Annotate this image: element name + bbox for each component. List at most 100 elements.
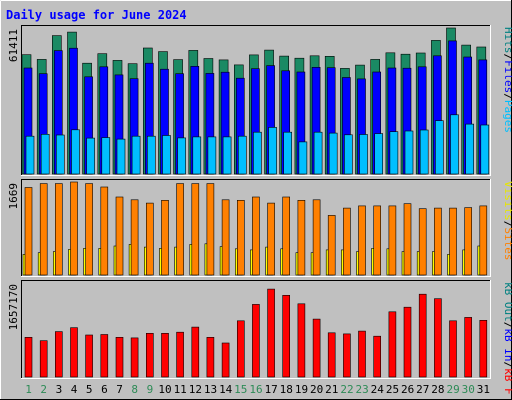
bar-kb-f	[282, 294, 291, 378]
bar-pages	[86, 137, 95, 175]
bar-pages	[268, 127, 277, 175]
x-tick-label: 23	[355, 383, 368, 396]
x-tick-label: 9	[147, 383, 154, 396]
legend-label: Visits	[502, 181, 512, 221]
x-tick-label: 27	[416, 383, 429, 396]
bar-sites	[206, 183, 215, 276]
x-tick-label: 6	[101, 383, 108, 396]
legend-label: /	[502, 322, 512, 329]
bar-pages	[283, 131, 293, 175]
bar-sites	[54, 183, 63, 276]
bar-sites	[373, 205, 382, 276]
bar-sites	[39, 183, 48, 276]
x-tick-label: 24	[371, 383, 385, 396]
x-tick-label: 20	[310, 383, 323, 396]
bar-pages	[101, 137, 111, 175]
bar-sites	[312, 199, 321, 276]
legend-label: kB F	[502, 368, 512, 395]
legend-hits-files-pages: Hits/Files/Pages	[502, 27, 512, 133]
bar-kb-f	[464, 317, 473, 378]
legend-label: Hits	[502, 27, 512, 54]
bar-pages	[116, 138, 126, 175]
bar-pages	[71, 129, 80, 175]
bar-pages	[253, 131, 262, 175]
x-tick-label: 11	[174, 383, 187, 396]
x-tick-label: 22	[340, 383, 353, 396]
bar-sites	[434, 207, 442, 276]
bar-sites	[115, 196, 124, 276]
legend-visits-sites: Visits/Sites	[502, 181, 512, 261]
x-tick-label: 31	[477, 383, 490, 396]
bar-kb-f	[327, 332, 336, 378]
bar-pages	[298, 141, 308, 175]
x-tick-label: 12	[189, 383, 202, 396]
bar-pages	[147, 135, 156, 175]
x-tick-label: 28	[431, 383, 444, 396]
bar-kb-f	[130, 337, 139, 378]
bar-kb-f	[237, 320, 245, 378]
bar-kb-f	[388, 311, 397, 378]
legend-kb-in-out: kB Out/kB In/kB F	[502, 282, 512, 395]
bar-kb-f	[221, 342, 230, 378]
bar-sites	[130, 199, 139, 276]
bar-pages	[162, 135, 171, 175]
x-tick-label: 7	[116, 383, 123, 396]
bar-kb-f	[115, 336, 124, 378]
bar-sites	[388, 205, 397, 276]
bar-kb-f	[343, 333, 351, 378]
bar-pages	[55, 134, 65, 175]
x-tick-label: 14	[219, 383, 233, 396]
y-max-label: 1657170	[7, 284, 20, 330]
x-tick-label: 15	[234, 383, 247, 396]
bar-kb-f	[39, 340, 48, 378]
bar-pages	[465, 123, 475, 175]
bar-pages	[450, 114, 459, 175]
x-tick-label: 26	[401, 383, 414, 396]
bar-kb-f	[312, 318, 321, 378]
bar-kb-f	[54, 331, 63, 378]
bar-kb-f	[297, 303, 306, 378]
bar-sites	[237, 200, 245, 276]
bar-sites	[176, 183, 184, 276]
bar-pages	[238, 135, 247, 175]
x-tick-label: 16	[249, 383, 262, 396]
chart-title: Daily usage for June 2024	[6, 8, 187, 22]
bar-kb-f	[252, 304, 260, 378]
legend-label: kB Out	[502, 282, 512, 322]
bar-pages	[435, 120, 444, 175]
bar-kb-f	[373, 335, 382, 378]
bar-kb-f	[85, 334, 93, 378]
x-tick-label: 25	[386, 383, 399, 396]
bar-sites	[464, 207, 473, 276]
legend-label: /	[502, 54, 512, 61]
legend-label: /	[502, 93, 512, 100]
bar-kb-f	[206, 336, 215, 378]
x-tick-label: 18	[280, 383, 293, 396]
bar-sites	[100, 186, 109, 276]
legend-label: /	[502, 221, 512, 228]
bar-pages	[192, 136, 202, 175]
bar-pages	[207, 136, 217, 175]
bar-sites	[85, 183, 93, 276]
bar-kb-f	[191, 326, 200, 378]
x-tick-label: 2	[40, 383, 47, 396]
bar-sites	[70, 181, 78, 276]
bar-kb-f	[449, 320, 457, 378]
x-tick-label: 21	[325, 383, 338, 396]
bar-sites	[221, 199, 230, 276]
bar-sites	[418, 208, 427, 276]
bar-kb-f	[100, 334, 109, 378]
bar-pages	[389, 131, 399, 175]
bar-kb-f	[418, 293, 427, 378]
bar-pages	[374, 133, 384, 175]
x-tick-label: 1	[25, 383, 32, 396]
legend-label: Sites	[502, 227, 512, 260]
x-tick-label: 29	[446, 383, 459, 396]
bar-sites	[327, 215, 336, 276]
bar-pages	[404, 130, 414, 175]
bar-kb-f	[161, 332, 169, 378]
bar-sites	[252, 196, 260, 276]
x-tick-label: 3	[56, 383, 63, 396]
bar-kb-f	[146, 332, 154, 378]
